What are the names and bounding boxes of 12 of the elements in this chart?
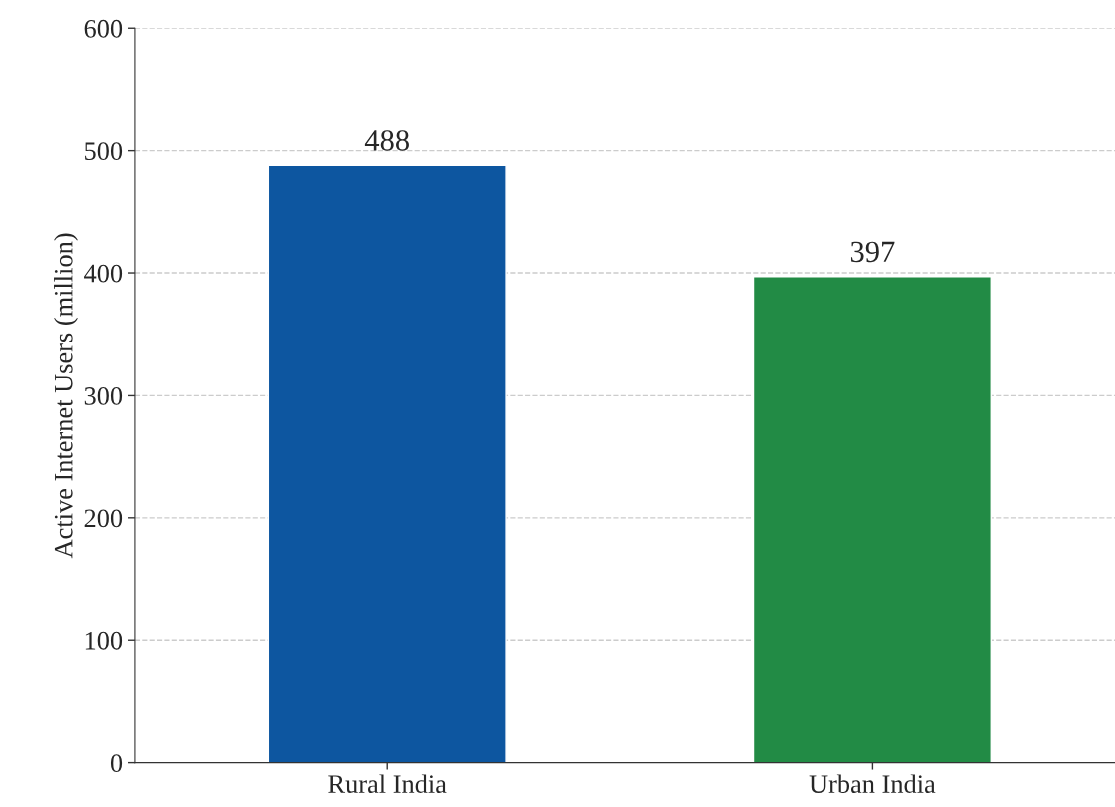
y-tick-label: 0 [110, 754, 123, 773]
y-tick-label: 100 [85, 631, 123, 650]
y-tick-label: 200 [84, 509, 123, 528]
y-tick-label: 300 [84, 387, 123, 405]
y-tick-label: 600 [84, 19, 123, 38]
data-label: 397 [850, 241, 895, 263]
y-axis-title: Active Internet Users (million) [54, 233, 78, 559]
x-tick-label: Urban India [809, 774, 936, 793]
y-tick-label: 500 [85, 142, 123, 161]
data-label: 488 [364, 130, 409, 151]
y-tick-label: 400 [84, 264, 123, 283]
x-tick-label: Rural India [328, 774, 447, 793]
